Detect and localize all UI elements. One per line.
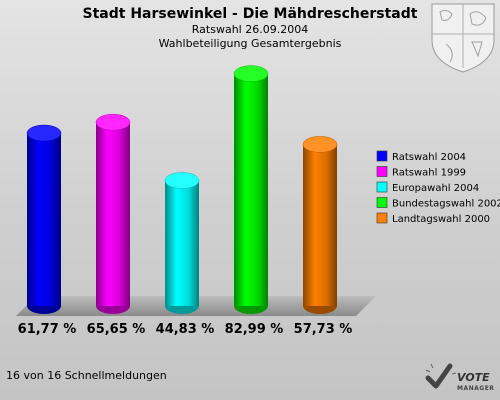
bar-body — [165, 180, 199, 306]
bar-top — [302, 136, 338, 153]
legend-label: Ratswahl 2004 — [392, 152, 466, 163]
legend-label: Bundestagswahl 2002 — [392, 199, 500, 210]
bar-body — [96, 122, 130, 307]
checkmark-icon — [425, 363, 457, 389]
legend-swatch — [376, 150, 388, 162]
logo-sub: MANAGER — [457, 385, 494, 392]
bar-europawahl-2004 — [164, 172, 200, 314]
bar-ratswahl-1999 — [95, 113, 131, 314]
bar-landtagswahl-2000 — [302, 136, 338, 314]
footer-status: 16 von 16 Schnellmeldungen — [6, 369, 167, 382]
bar-ratswahl-2004 — [26, 124, 62, 314]
bar-body — [27, 133, 61, 306]
value-label-group: 61,77 % 65,65 % 44,83 % 82,99 % 57,73 % — [18, 322, 353, 337]
bar-bundestagswahl-2002 — [233, 65, 269, 314]
chart-subtitle: Wahlbeteiligung Gesamtergebnis — [159, 37, 342, 50]
bar-body — [303, 144, 337, 306]
legend-label: Ratswahl 1999 — [392, 168, 466, 179]
legend-label: Europawahl 2004 — [392, 183, 479, 194]
legend-swatch — [376, 181, 388, 193]
chart-title: Stadt Harsewinkel - Die Mähdrescherstadt — [83, 6, 418, 22]
value-label: 57,73 % — [294, 322, 353, 337]
value-label: 82,99 % — [225, 322, 284, 337]
legend-swatch — [376, 212, 388, 224]
legend-swatch — [376, 197, 388, 208]
logo-word: VOTE — [457, 371, 490, 384]
value-label: 61,77 % — [18, 322, 77, 337]
bar-group — [26, 65, 338, 314]
bar-top — [26, 124, 62, 142]
value-label: 44,83 % — [156, 322, 215, 337]
bar-top — [164, 172, 200, 189]
bar-top — [233, 65, 269, 82]
legend-label: Landtagswahl 2000 — [392, 214, 490, 225]
chart-subtitle-date: Ratswahl 26.09.2004 — [192, 23, 308, 36]
bar-body — [234, 73, 268, 307]
value-label: 65,65 % — [87, 322, 146, 337]
vote-manager-logo: VOTE MANAGER — [425, 363, 494, 392]
legend-swatch — [376, 166, 388, 177]
bar-top — [95, 113, 131, 131]
coat-of-arms-icon — [431, 3, 495, 73]
legend: Ratswahl 2004 Ratswahl 1999 Europawahl 200… — [376, 150, 500, 225]
